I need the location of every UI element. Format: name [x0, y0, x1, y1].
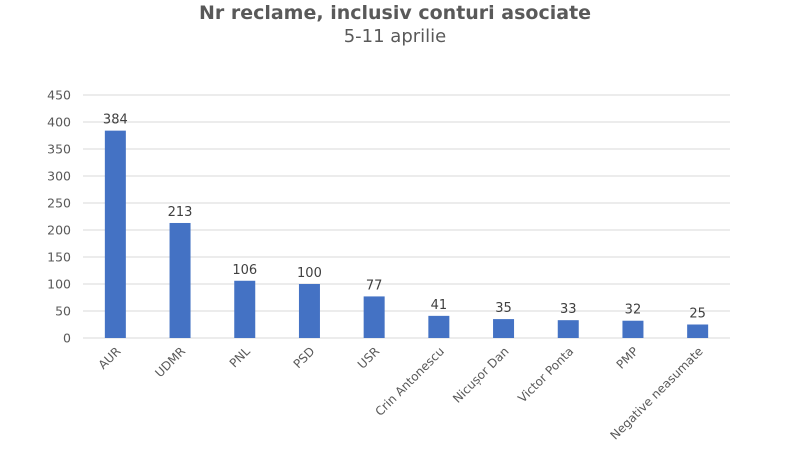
bar: [104, 130, 126, 338]
y-tick-label: 450: [47, 88, 71, 103]
data-label: 25: [689, 307, 706, 322]
data-label: 32: [625, 303, 642, 318]
x-tick-label: Victor Ponta: [515, 344, 576, 405]
bar: [428, 315, 450, 338]
y-tick-label: 50: [55, 304, 71, 319]
x-tick-label: USR: [355, 344, 382, 371]
data-label: 33: [560, 302, 577, 317]
data-label: 35: [495, 301, 512, 316]
bar: [363, 296, 385, 338]
data-label: 106: [232, 263, 257, 278]
y-tick-label: 150: [47, 250, 71, 265]
x-tick-label: PMP: [614, 344, 641, 371]
bar: [493, 319, 515, 338]
y-tick-label: 100: [47, 277, 71, 292]
y-tick-label: 200: [47, 223, 71, 238]
data-labels: 384 213 106 100 77 41 35 33 32 25: [103, 113, 706, 322]
data-label: 41: [431, 298, 448, 313]
bar: [298, 284, 320, 338]
y-tick-label: 400: [47, 115, 71, 130]
data-label: 100: [297, 266, 322, 281]
x-tick-label: AUR: [96, 344, 124, 372]
bar: [557, 320, 579, 338]
y-tick-label: 300: [47, 169, 71, 184]
x-tick-label: Crin Antonescu: [372, 344, 447, 419]
x-tick-label: PSD: [291, 344, 318, 371]
bar: [622, 320, 644, 338]
chart-subtitle: 5-11 aprilie: [343, 26, 447, 47]
x-tick-label: PNL: [227, 344, 253, 370]
data-label: 213: [168, 205, 193, 220]
gridlines: [83, 94, 730, 339]
y-axis: 0 50 100 150 200 250 300 350 400 450: [47, 88, 71, 346]
bars: [104, 130, 709, 338]
y-tick-label: 350: [47, 142, 71, 157]
x-tick-label: UDMR: [152, 344, 188, 380]
bar: [234, 280, 256, 338]
y-tick-label: 0: [63, 331, 71, 346]
chart-title: Nr reclame, inclusiv conturi asociate: [198, 2, 592, 24]
data-label: 77: [366, 278, 383, 293]
bar: [169, 222, 191, 338]
x-tick-label: Nicușor Dan: [450, 344, 512, 406]
bar: [687, 324, 709, 338]
data-label: 384: [103, 113, 128, 128]
y-tick-label: 250: [47, 196, 71, 211]
